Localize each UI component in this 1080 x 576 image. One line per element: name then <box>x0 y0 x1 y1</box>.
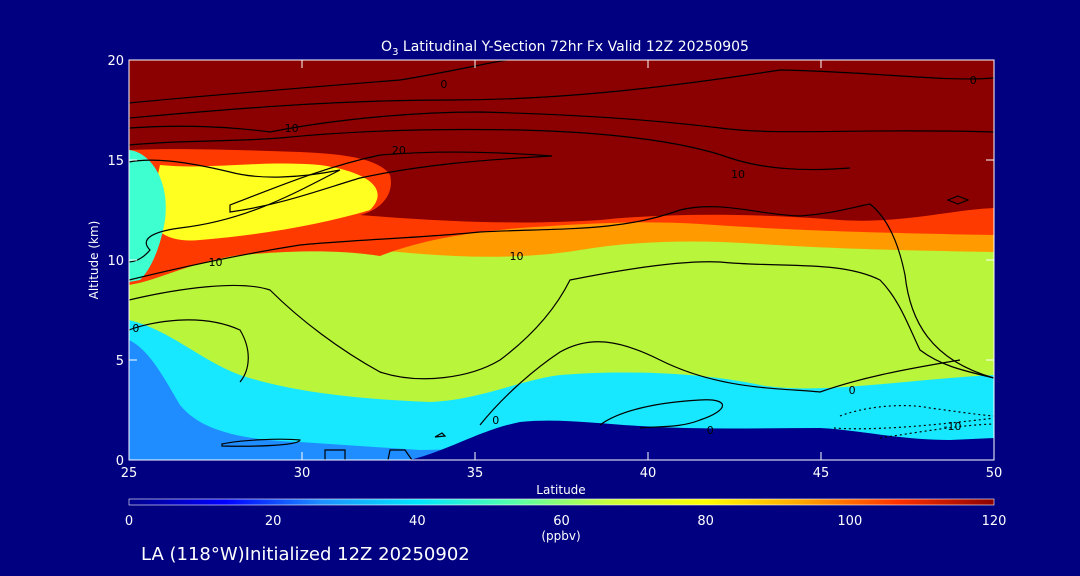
contour-label: 0 <box>492 414 499 427</box>
x-tick-label: 45 <box>813 466 830 481</box>
contour-label: 0 <box>707 424 714 437</box>
colorbar-tick-label: 80 <box>697 514 714 529</box>
field-cyan-low <box>129 320 994 460</box>
x-tick-label: 40 <box>640 466 657 481</box>
contour-label: 0 <box>132 322 139 335</box>
chart-title: O3 Latitudinal Y-Section 72hr Fx Valid 1… <box>381 39 749 58</box>
colorbar-tick-label: 20 <box>265 514 282 529</box>
contour-label: 10 <box>510 250 524 263</box>
y-tick-label: 10 <box>107 254 124 269</box>
contour-line <box>129 60 511 104</box>
contour-line <box>129 261 994 380</box>
contour-line <box>229 151 553 213</box>
field-cyan-left <box>129 150 166 282</box>
y-axis-label: Altitude (km) <box>87 221 101 300</box>
contour-label: 0 <box>440 78 447 91</box>
colorbar-tick-label: 120 <box>982 514 1007 529</box>
colorbar-tick-label: 100 <box>837 514 862 529</box>
contour-label: 10 <box>209 256 223 269</box>
colorbar-tick-label: 0 <box>125 514 133 529</box>
contour-line <box>129 159 341 263</box>
contour-label: -10 <box>943 420 961 433</box>
x-tick-label: 25 <box>121 466 138 481</box>
contour-label: 10 <box>731 168 745 181</box>
contour-label: 0 <box>970 74 977 87</box>
contour-line <box>129 69 994 119</box>
contour-line <box>221 438 301 447</box>
y-axis: 0 5 10 15 20 <box>107 54 994 469</box>
plot-area: 0 0 10 20 10 10 10 0 0 0 0 -10 <box>129 60 994 460</box>
contour-line <box>599 399 723 429</box>
contour-line <box>479 341 961 426</box>
contour-line <box>387 449 413 460</box>
colorbar <box>128 498 995 506</box>
y-tick-label: 5 <box>116 354 124 369</box>
contour-line <box>839 404 994 417</box>
contour-label: 20 <box>392 144 406 157</box>
y-tick-label: 20 <box>107 54 124 69</box>
x-tick-label: 30 <box>294 466 311 481</box>
contour-line <box>129 203 994 379</box>
contour-line <box>434 432 447 438</box>
colorbar-ticks: 0 20 40 60 80 100 120 <box>125 514 1007 529</box>
x-tick-label: 35 <box>467 466 484 481</box>
field-yellow-tongue <box>150 163 378 241</box>
contour-line <box>946 195 970 205</box>
x-axis-label: Latitude <box>536 483 585 497</box>
footer-caption: LA (118°W)Initialized 12Z 20250902 <box>141 544 470 565</box>
contour-line <box>129 128 851 171</box>
contour-line <box>129 319 249 383</box>
colorbar-tick-label: 60 <box>553 514 570 529</box>
terrain <box>410 420 994 460</box>
contour-label: 0 <box>849 384 856 397</box>
x-axis: 25 30 35 40 45 50 <box>121 60 1003 481</box>
contour-line <box>833 417 994 430</box>
contour-label: 10 <box>285 122 299 135</box>
contour-lines <box>129 60 994 460</box>
colorbar-tick-label: 40 <box>409 514 426 529</box>
y-tick-label: 0 <box>116 454 124 469</box>
x-tick-label: 50 <box>986 466 1003 481</box>
contour-line <box>324 449 346 460</box>
field-darkred-band <box>129 60 994 223</box>
contour-labels: 0 0 10 20 10 10 10 0 0 0 0 -10 <box>132 74 976 437</box>
contour-line <box>129 111 994 133</box>
colorbar-unit: (ppbv) <box>541 529 580 543</box>
y-tick-label: 15 <box>107 154 124 169</box>
